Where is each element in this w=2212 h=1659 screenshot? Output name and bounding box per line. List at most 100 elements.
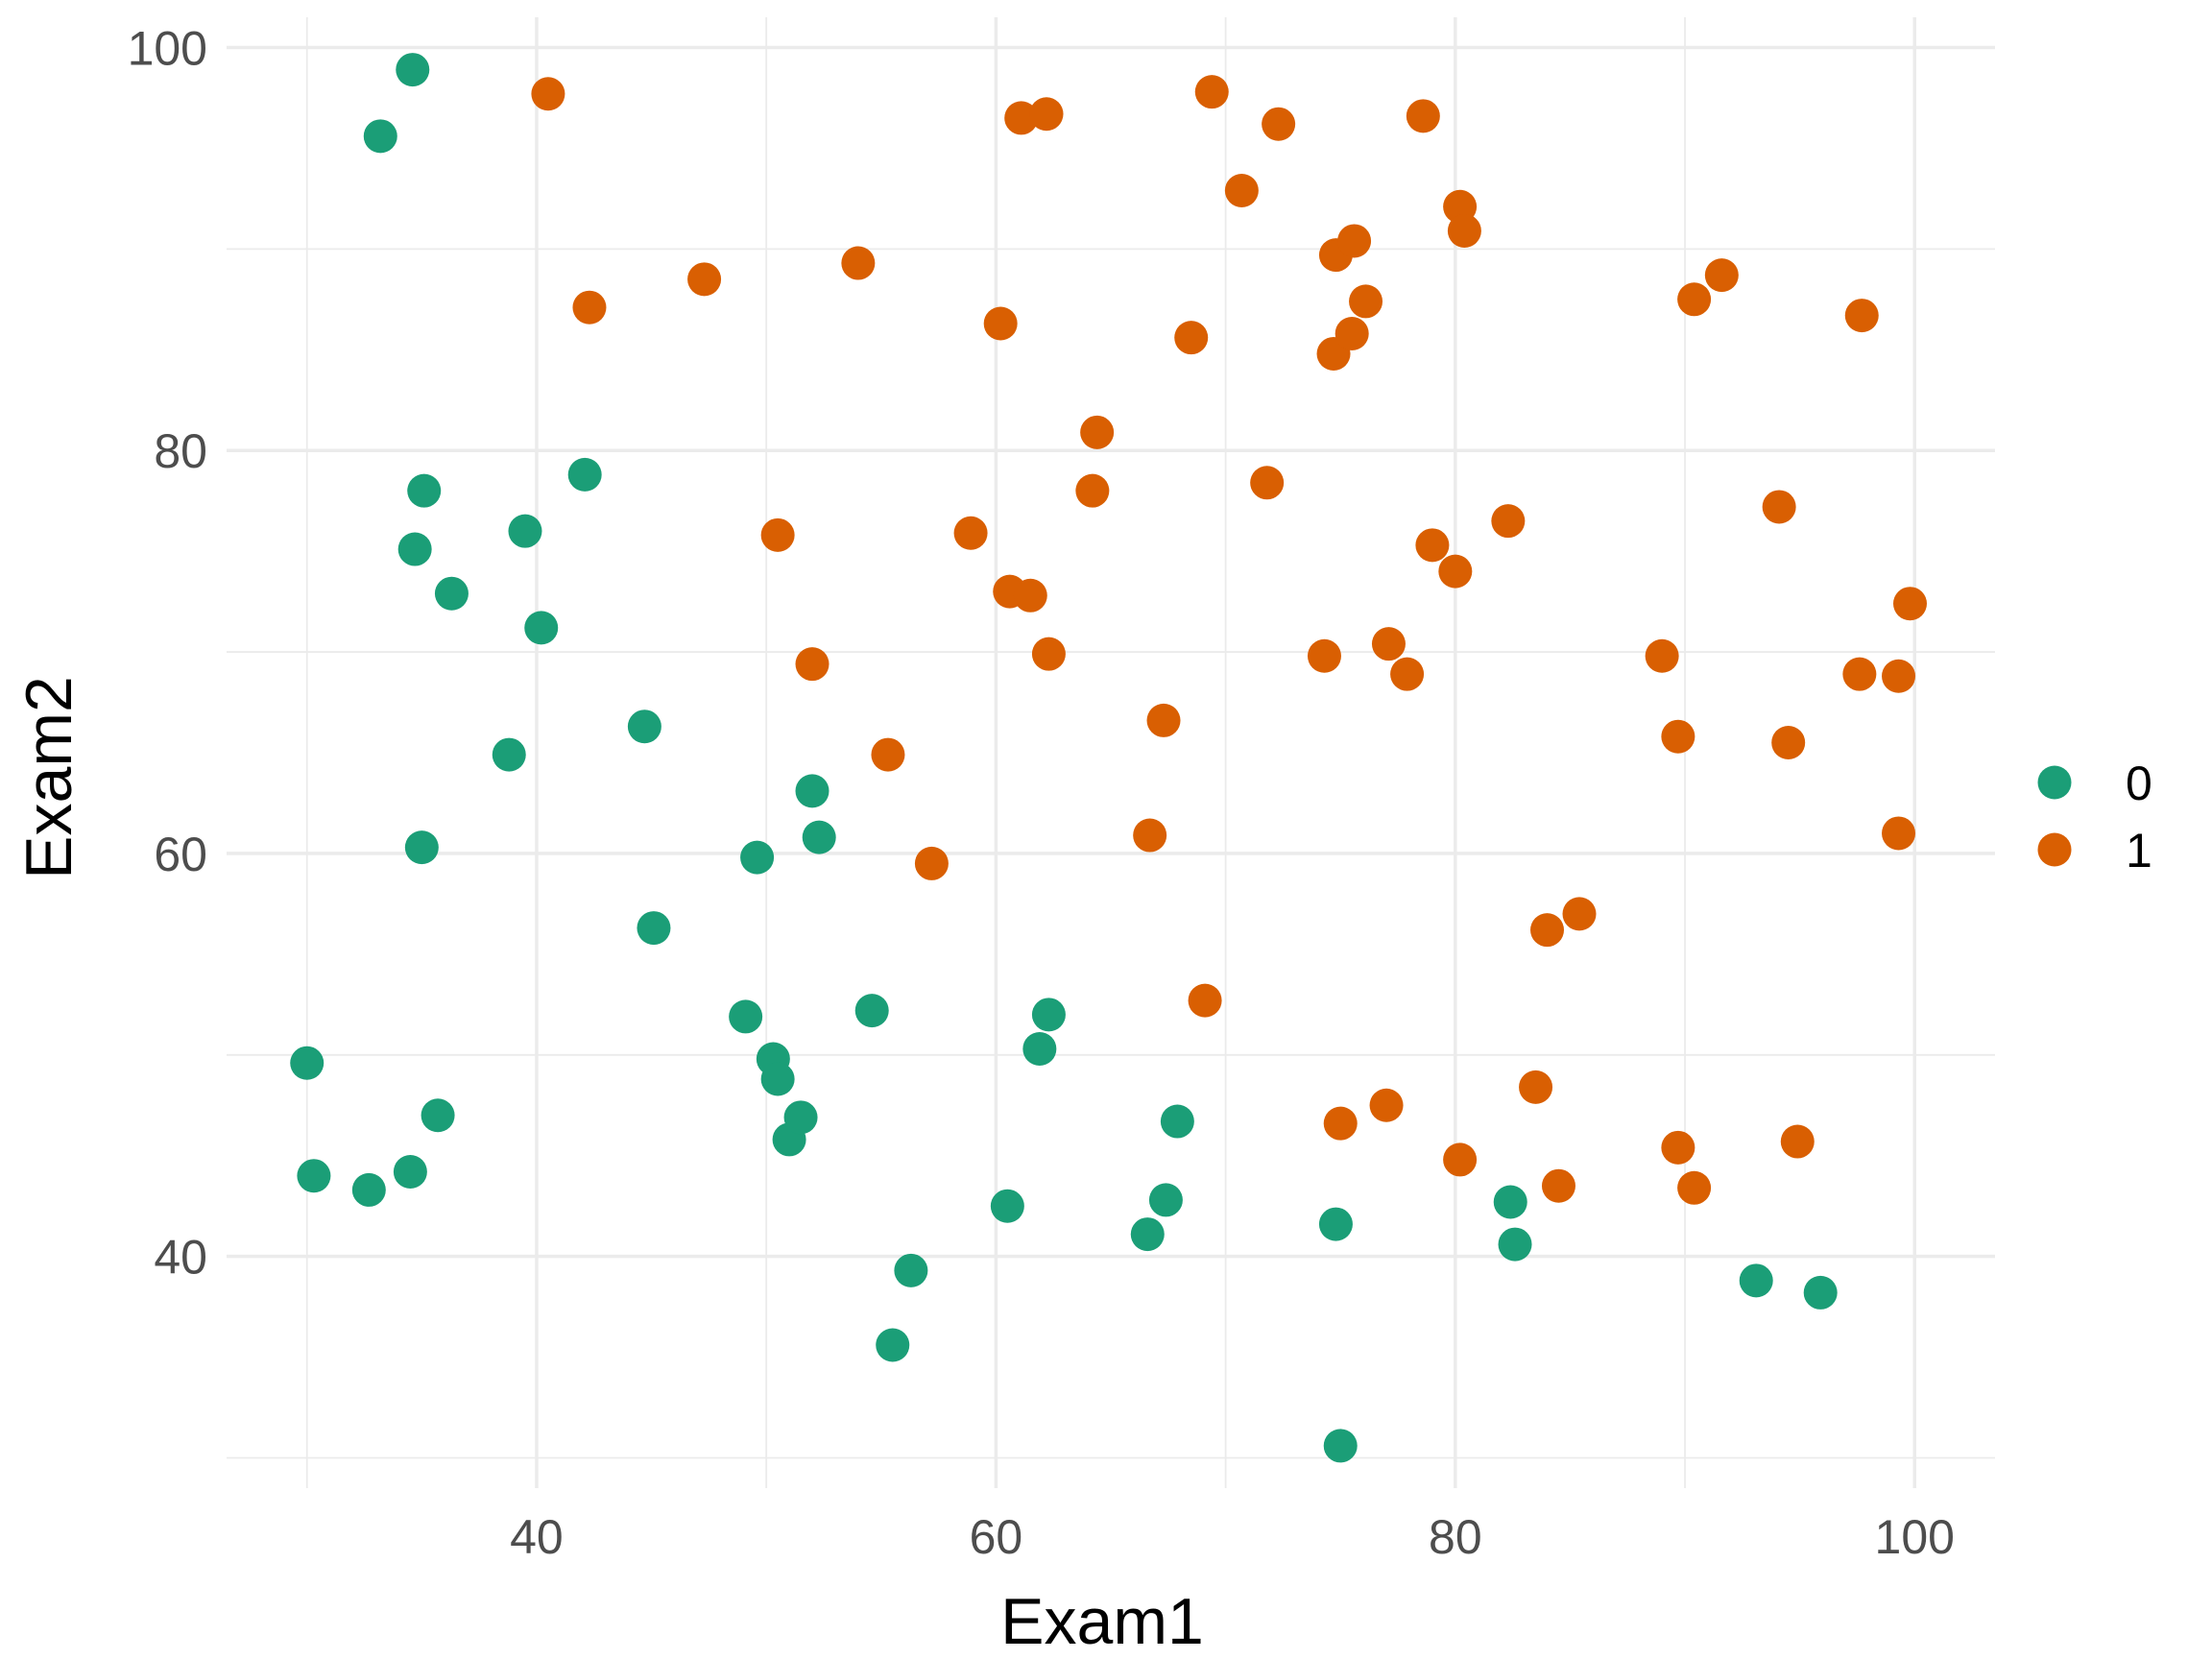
data-point: [1704, 258, 1739, 293]
data-point: [1004, 101, 1039, 135]
data-point: [1645, 638, 1679, 673]
data-point: [1443, 1142, 1478, 1177]
data-point: [1415, 528, 1450, 563]
data-point: [914, 846, 949, 880]
data-point: [290, 1046, 325, 1080]
data-point: [1188, 983, 1222, 1018]
data-point: [1498, 1227, 1532, 1262]
data-point: [1133, 818, 1167, 853]
data-point: [1892, 587, 1927, 621]
data-point: [421, 1098, 455, 1133]
data-point: [953, 516, 988, 550]
x-axis-title: Exam1: [1000, 1585, 1204, 1658]
data-point: [1771, 726, 1806, 760]
data-point: [687, 262, 722, 297]
data-point: [876, 1328, 910, 1362]
data-point: [434, 576, 469, 611]
grid-lines: [227, 17, 1995, 1488]
y-tick-label: 80: [154, 424, 207, 478]
data-point: [1160, 1104, 1194, 1139]
data-point: [1371, 627, 1406, 661]
legend-label-1: 1: [2126, 824, 2152, 878]
data-point: [1130, 1217, 1165, 1252]
data-point: [351, 1172, 386, 1207]
data-point: [492, 737, 526, 772]
data-point: [795, 774, 830, 808]
data-point: [841, 246, 876, 280]
data-points: [290, 53, 1927, 1463]
x-axis-tick-labels: 40 60 80 100: [510, 1510, 1955, 1564]
data-point: [1148, 1183, 1183, 1217]
data-point: [1803, 1275, 1838, 1310]
data-point: [854, 994, 889, 1028]
series-0-points: [290, 53, 1838, 1463]
data-point: [1080, 415, 1115, 449]
data-point: [397, 532, 432, 566]
data-point: [1146, 703, 1181, 737]
data-point: [1174, 321, 1209, 355]
data-point: [990, 1189, 1024, 1223]
data-point: [1562, 897, 1597, 931]
data-point: [1029, 97, 1064, 132]
y-tick-label: 100: [128, 21, 207, 75]
data-point: [1323, 1106, 1358, 1141]
data-point: [894, 1253, 928, 1287]
data-point: [1677, 1170, 1712, 1205]
x-tick-label: 80: [1429, 1510, 1482, 1564]
data-point: [983, 306, 1018, 341]
legend-key-0: [2037, 765, 2072, 800]
data-point: [783, 1100, 818, 1135]
data-point: [1031, 998, 1066, 1032]
data-point: [1250, 466, 1285, 500]
x-tick-label: 60: [970, 1510, 1023, 1564]
data-point: [1882, 816, 1916, 851]
data-point: [1739, 1263, 1773, 1298]
data-point: [1882, 659, 1916, 693]
data-point: [1493, 1185, 1527, 1219]
data-point: [1022, 1031, 1057, 1066]
data-point: [1262, 107, 1296, 141]
data-point: [871, 737, 905, 772]
data-point: [363, 119, 397, 154]
data-point: [637, 911, 671, 946]
data-point: [1762, 490, 1796, 524]
data-point: [1661, 1130, 1695, 1165]
legend-label-0: 0: [2126, 757, 2152, 810]
data-point: [1323, 1429, 1358, 1463]
data-point: [1844, 299, 1879, 333]
data-point: [1369, 1088, 1404, 1122]
data-point: [760, 1062, 795, 1096]
data-point: [802, 820, 836, 854]
data-point: [729, 999, 763, 1034]
data-point: [795, 647, 830, 682]
data-point: [1438, 554, 1473, 589]
data-point: [760, 517, 795, 552]
y-tick-label: 60: [154, 828, 207, 881]
data-point: [567, 457, 602, 492]
data-point: [1390, 657, 1425, 691]
data-point: [740, 840, 775, 875]
y-axis-title: Exam2: [12, 676, 85, 879]
data-point: [1842, 657, 1877, 691]
x-tick-label: 40: [510, 1510, 564, 1564]
data-point: [407, 473, 442, 508]
data-point: [508, 514, 542, 548]
data-point: [393, 1155, 427, 1190]
data-point: [1661, 719, 1695, 754]
data-point: [1318, 1207, 1353, 1241]
data-point: [1013, 578, 1047, 613]
legend-key-1: [2037, 832, 2072, 867]
data-point: [1337, 224, 1372, 258]
data-point: [1677, 282, 1712, 317]
data-point: [1447, 213, 1481, 248]
data-point: [1307, 638, 1341, 673]
data-point: [1334, 316, 1369, 350]
data-point: [524, 611, 559, 645]
x-tick-label: 100: [1875, 1510, 1955, 1564]
data-point: [1224, 173, 1259, 207]
data-point: [1491, 504, 1526, 539]
data-point: [297, 1159, 331, 1193]
legend: 01: [2037, 757, 2152, 878]
